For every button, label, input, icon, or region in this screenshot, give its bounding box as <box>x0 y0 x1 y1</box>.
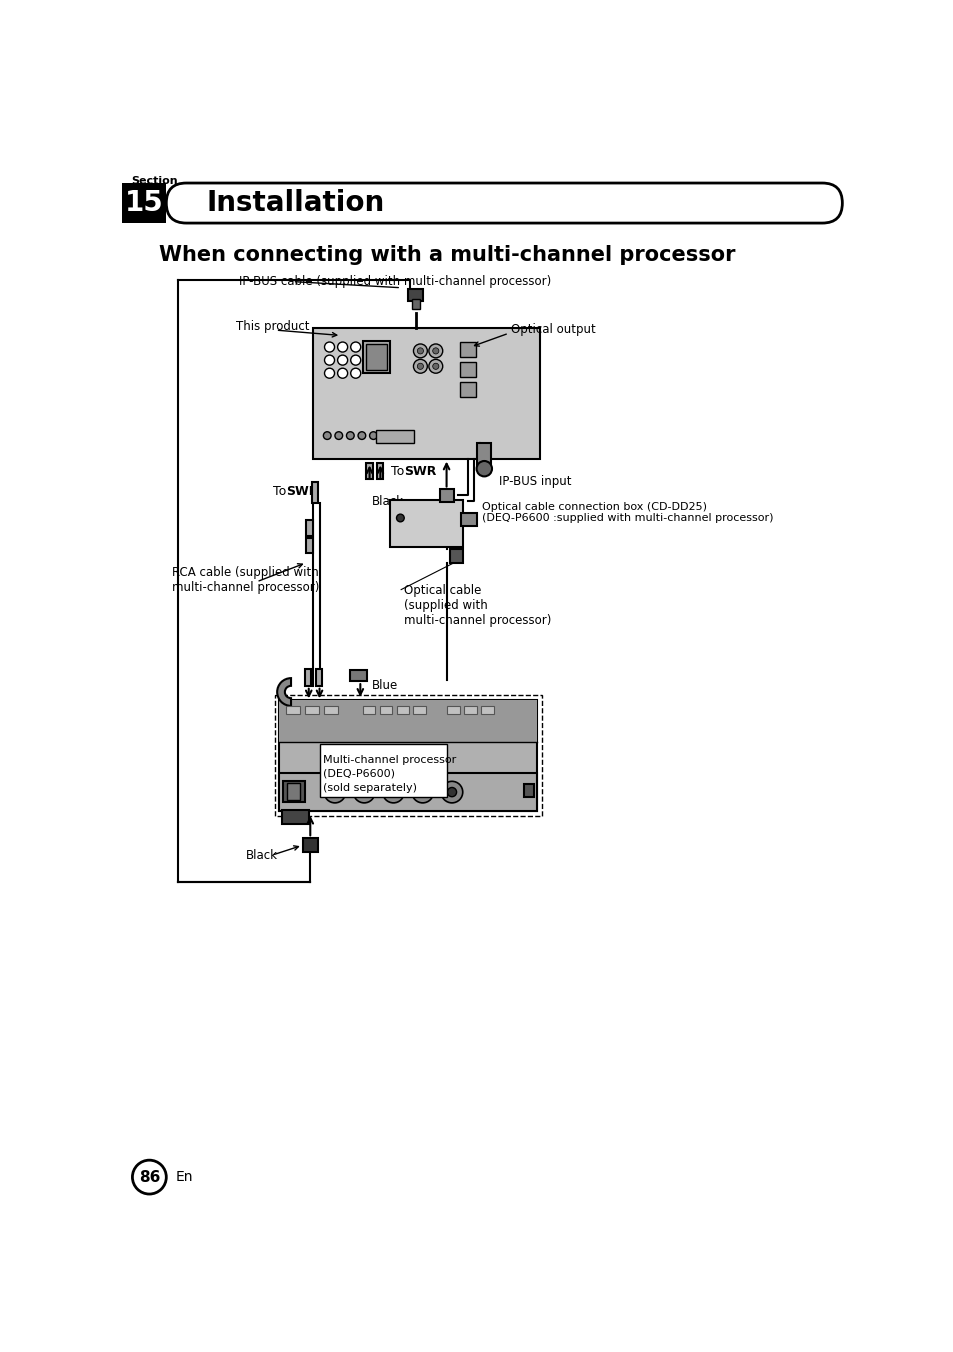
Bar <box>439 489 453 502</box>
Bar <box>279 773 537 811</box>
Circle shape <box>324 342 335 352</box>
Circle shape <box>330 787 339 796</box>
Circle shape <box>132 1160 166 1194</box>
Bar <box>450 549 462 562</box>
Circle shape <box>413 343 427 358</box>
Text: When connecting with a multi-channel processor: When connecting with a multi-channel pro… <box>158 246 735 265</box>
Circle shape <box>351 368 360 379</box>
Bar <box>306 521 313 535</box>
Circle shape <box>413 360 427 373</box>
Bar <box>305 669 311 685</box>
Circle shape <box>396 514 404 522</box>
Bar <box>460 512 476 526</box>
Text: (DEQ-P6600): (DEQ-P6600) <box>322 769 395 779</box>
Circle shape <box>351 342 360 352</box>
Bar <box>396 706 409 714</box>
Text: Black: Black <box>246 849 278 861</box>
Bar <box>464 706 476 714</box>
Text: To: To <box>273 485 290 499</box>
Circle shape <box>440 781 462 803</box>
Bar <box>287 783 299 800</box>
Circle shape <box>324 356 335 365</box>
Bar <box>281 810 309 823</box>
Bar <box>313 327 539 458</box>
Circle shape <box>382 781 404 803</box>
Bar <box>312 481 317 503</box>
Bar <box>408 289 423 301</box>
Bar <box>279 700 537 742</box>
Bar <box>460 381 476 397</box>
Text: Blue: Blue <box>372 679 397 692</box>
Bar <box>379 706 392 714</box>
Circle shape <box>323 431 331 439</box>
Bar <box>375 430 414 442</box>
Bar <box>274 695 541 817</box>
Circle shape <box>359 787 369 796</box>
Circle shape <box>324 781 345 803</box>
Bar <box>362 706 375 714</box>
Circle shape <box>417 787 427 796</box>
Text: Optical cable connection box (CD-DD25)
(DEQ-P6600 :supplied with multi-channel p: Optical cable connection box (CD-DD25) (… <box>481 502 773 523</box>
Bar <box>121 183 166 223</box>
Bar <box>350 671 367 681</box>
Bar <box>480 706 493 714</box>
Bar <box>376 462 383 480</box>
Circle shape <box>429 360 442 373</box>
Text: Black: Black <box>372 495 403 507</box>
Text: Installation: Installation <box>206 189 384 218</box>
Text: 86: 86 <box>138 1169 160 1184</box>
Circle shape <box>389 787 397 796</box>
Bar <box>324 706 337 714</box>
FancyBboxPatch shape <box>319 745 446 796</box>
Bar <box>283 780 305 802</box>
Text: En: En <box>175 1169 193 1184</box>
Text: SWR: SWR <box>404 465 436 479</box>
Bar <box>460 362 476 377</box>
Circle shape <box>351 356 360 365</box>
Circle shape <box>337 356 347 365</box>
Bar <box>285 706 299 714</box>
Bar <box>366 343 387 370</box>
Bar <box>413 706 425 714</box>
Bar <box>302 838 317 852</box>
Text: To: To <box>391 465 408 479</box>
Text: (sold separately): (sold separately) <box>322 783 416 792</box>
Circle shape <box>357 431 365 439</box>
Circle shape <box>369 431 376 439</box>
Text: Optical cable
(supplied with
multi-channel processor): Optical cable (supplied with multi-chann… <box>404 584 551 627</box>
Circle shape <box>416 347 423 354</box>
Bar <box>412 299 419 308</box>
Circle shape <box>346 431 354 439</box>
Text: Multi-channel processor: Multi-channel processor <box>322 756 456 765</box>
Bar <box>279 700 537 811</box>
Bar <box>460 342 476 357</box>
Bar <box>305 706 318 714</box>
Text: 15: 15 <box>125 189 163 218</box>
Text: This product: This product <box>235 320 309 333</box>
Bar <box>447 706 459 714</box>
Text: Optical output: Optical output <box>511 323 596 335</box>
Bar <box>306 538 313 553</box>
Wedge shape <box>277 679 291 706</box>
Circle shape <box>337 342 347 352</box>
Bar <box>476 443 491 465</box>
Circle shape <box>412 781 433 803</box>
Circle shape <box>337 368 347 379</box>
Text: SWL: SWL <box>285 485 316 499</box>
Text: IP-BUS cable (supplied with multi-channel processor): IP-BUS cable (supplied with multi-channe… <box>238 276 550 288</box>
FancyBboxPatch shape <box>166 183 841 223</box>
Text: RCA cable (supplied with
multi-channel processor): RCA cable (supplied with multi-channel p… <box>172 566 318 595</box>
Bar <box>366 462 373 480</box>
Text: Section: Section <box>131 176 177 187</box>
Bar <box>315 669 321 685</box>
Circle shape <box>476 461 492 476</box>
Circle shape <box>447 787 456 796</box>
Text: IP-BUS input: IP-BUS input <box>498 476 571 488</box>
Bar <box>523 784 533 796</box>
Bar <box>389 499 462 548</box>
Circle shape <box>433 364 438 369</box>
Circle shape <box>324 368 335 379</box>
Circle shape <box>353 781 375 803</box>
Circle shape <box>335 431 342 439</box>
Circle shape <box>429 343 442 358</box>
